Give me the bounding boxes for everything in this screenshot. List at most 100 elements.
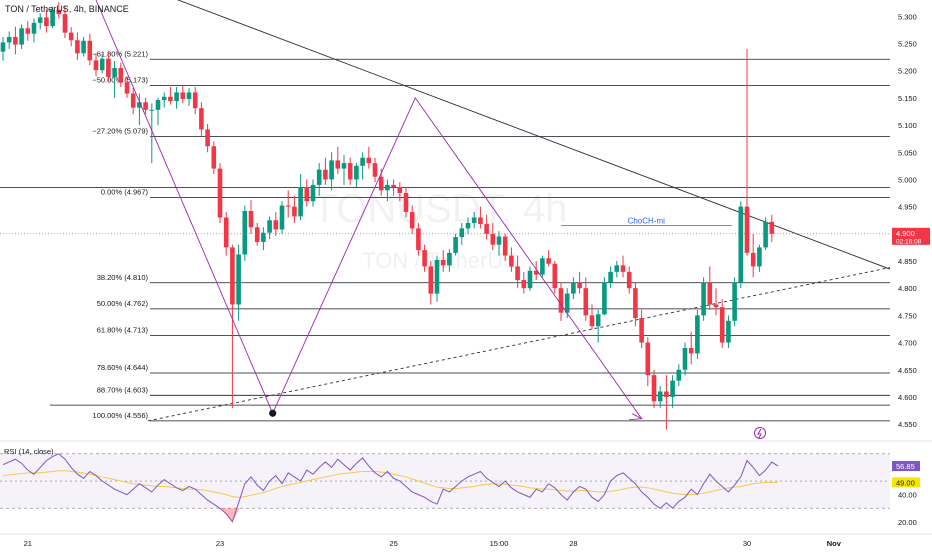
candle-body (230, 247, 235, 305)
candle-body (186, 92, 192, 99)
candle-body (595, 314, 601, 327)
watermark-pair: TON / TetherUS (362, 248, 518, 273)
candle-body (701, 282, 706, 316)
candle-body (614, 265, 620, 272)
candle-body (242, 210, 248, 255)
fib-label: −27.20% (5.079) (92, 126, 148, 135)
price-tick-label: 4.700 (898, 339, 917, 348)
price-tick-label: 4.950 (898, 203, 917, 212)
candle-body (37, 17, 43, 23)
rsi-ma-label: 49.00 (896, 478, 915, 487)
candle-body (360, 157, 365, 166)
chart-title: TON / TetherUS, 4h, BINANCE (5, 4, 129, 14)
candle-body (75, 40, 80, 54)
candle-body (273, 220, 279, 230)
candle-body (335, 160, 341, 169)
candle-body (93, 60, 99, 71)
candle-body (310, 184, 316, 202)
candle-body (465, 222, 471, 229)
candle-body (657, 391, 663, 402)
rsi-tick-label: 20.00 (898, 518, 917, 527)
fib-label: 78.60% (4.644) (97, 363, 149, 372)
price-tick-label: 5.300 (898, 12, 917, 21)
candle-body (304, 187, 310, 202)
rsi-value-tag (892, 461, 920, 472)
candle-body (211, 146, 217, 169)
candle-body (323, 169, 328, 180)
candle-body (112, 67, 117, 78)
candle-body (651, 375, 657, 402)
candle-body (149, 109, 155, 111)
time-tick-label: 28 (569, 539, 577, 548)
candle-body (292, 206, 297, 217)
candle-body (608, 271, 613, 283)
fib-label: 61.80% (4.713) (97, 325, 149, 334)
candle-body (180, 92, 186, 99)
lightning-icon (754, 427, 766, 439)
ascending-dashed-trendline (147, 267, 891, 422)
fib-label: 0.00% (4.967) (101, 187, 149, 196)
candle-body (285, 205, 291, 207)
lightning-icon-glyph (757, 428, 762, 439)
price-tick-label: 5.200 (898, 67, 917, 76)
candle-body (279, 205, 285, 230)
candle-body (440, 259, 446, 266)
candle-body (552, 263, 558, 289)
time-tick-label: 15:00 (490, 539, 509, 548)
candle-body (471, 217, 477, 223)
candle-body (719, 307, 725, 343)
time-tick-label: 23 (216, 539, 224, 548)
candle-body (161, 96, 167, 101)
descending-trendline (176, 0, 891, 270)
candle-body (0, 42, 6, 52)
candle-body (267, 220, 272, 233)
candle-body (453, 237, 458, 253)
candle-body (577, 282, 582, 289)
price-tick-label: 4.600 (898, 393, 917, 402)
candle-body (540, 258, 545, 275)
choch-label: ChoCH-mi (628, 217, 666, 226)
time-tick-label: 25 (389, 539, 397, 548)
candle-body (750, 252, 756, 267)
candle-body (502, 236, 508, 256)
price-tick-label: 5.100 (898, 121, 917, 130)
candle-body (583, 288, 589, 316)
price-tick-label: 5.000 (898, 175, 917, 184)
candle-body (738, 206, 744, 283)
candle-body (688, 348, 694, 354)
trendlines[interactable] (147, 0, 891, 422)
candle-body (670, 380, 675, 397)
candle-body (366, 157, 372, 164)
candle-body (546, 258, 551, 264)
candle-body (664, 391, 669, 397)
drawings[interactable]: ChoCH-mi (0, 0, 890, 439)
time-tick-label: 30 (743, 539, 751, 548)
fib-label: 100.00% (4.556) (93, 411, 149, 420)
candles (0, 2, 775, 430)
candle-body (571, 282, 576, 294)
candle-body (223, 217, 229, 248)
candle-body (56, 9, 62, 15)
pattern-polyline (95, 0, 642, 419)
candle-body (509, 255, 514, 267)
candle-body (316, 169, 322, 185)
price-tick-label: 4.550 (898, 420, 917, 429)
candle-body (769, 221, 775, 234)
candle-body (515, 266, 520, 281)
candle-body (372, 163, 378, 177)
candle-body (155, 100, 161, 110)
candle-body (645, 342, 651, 376)
candle-body (409, 212, 415, 229)
candle-body (422, 250, 427, 267)
candle-body (254, 227, 260, 242)
candle-body (732, 282, 737, 321)
candle-body (391, 184, 396, 188)
candle-body (25, 28, 31, 34)
candle-body (205, 129, 210, 147)
candle-body (447, 252, 452, 266)
price-tick-label: 4.750 (898, 311, 917, 320)
rsi-oversold-fill (220, 508, 240, 522)
